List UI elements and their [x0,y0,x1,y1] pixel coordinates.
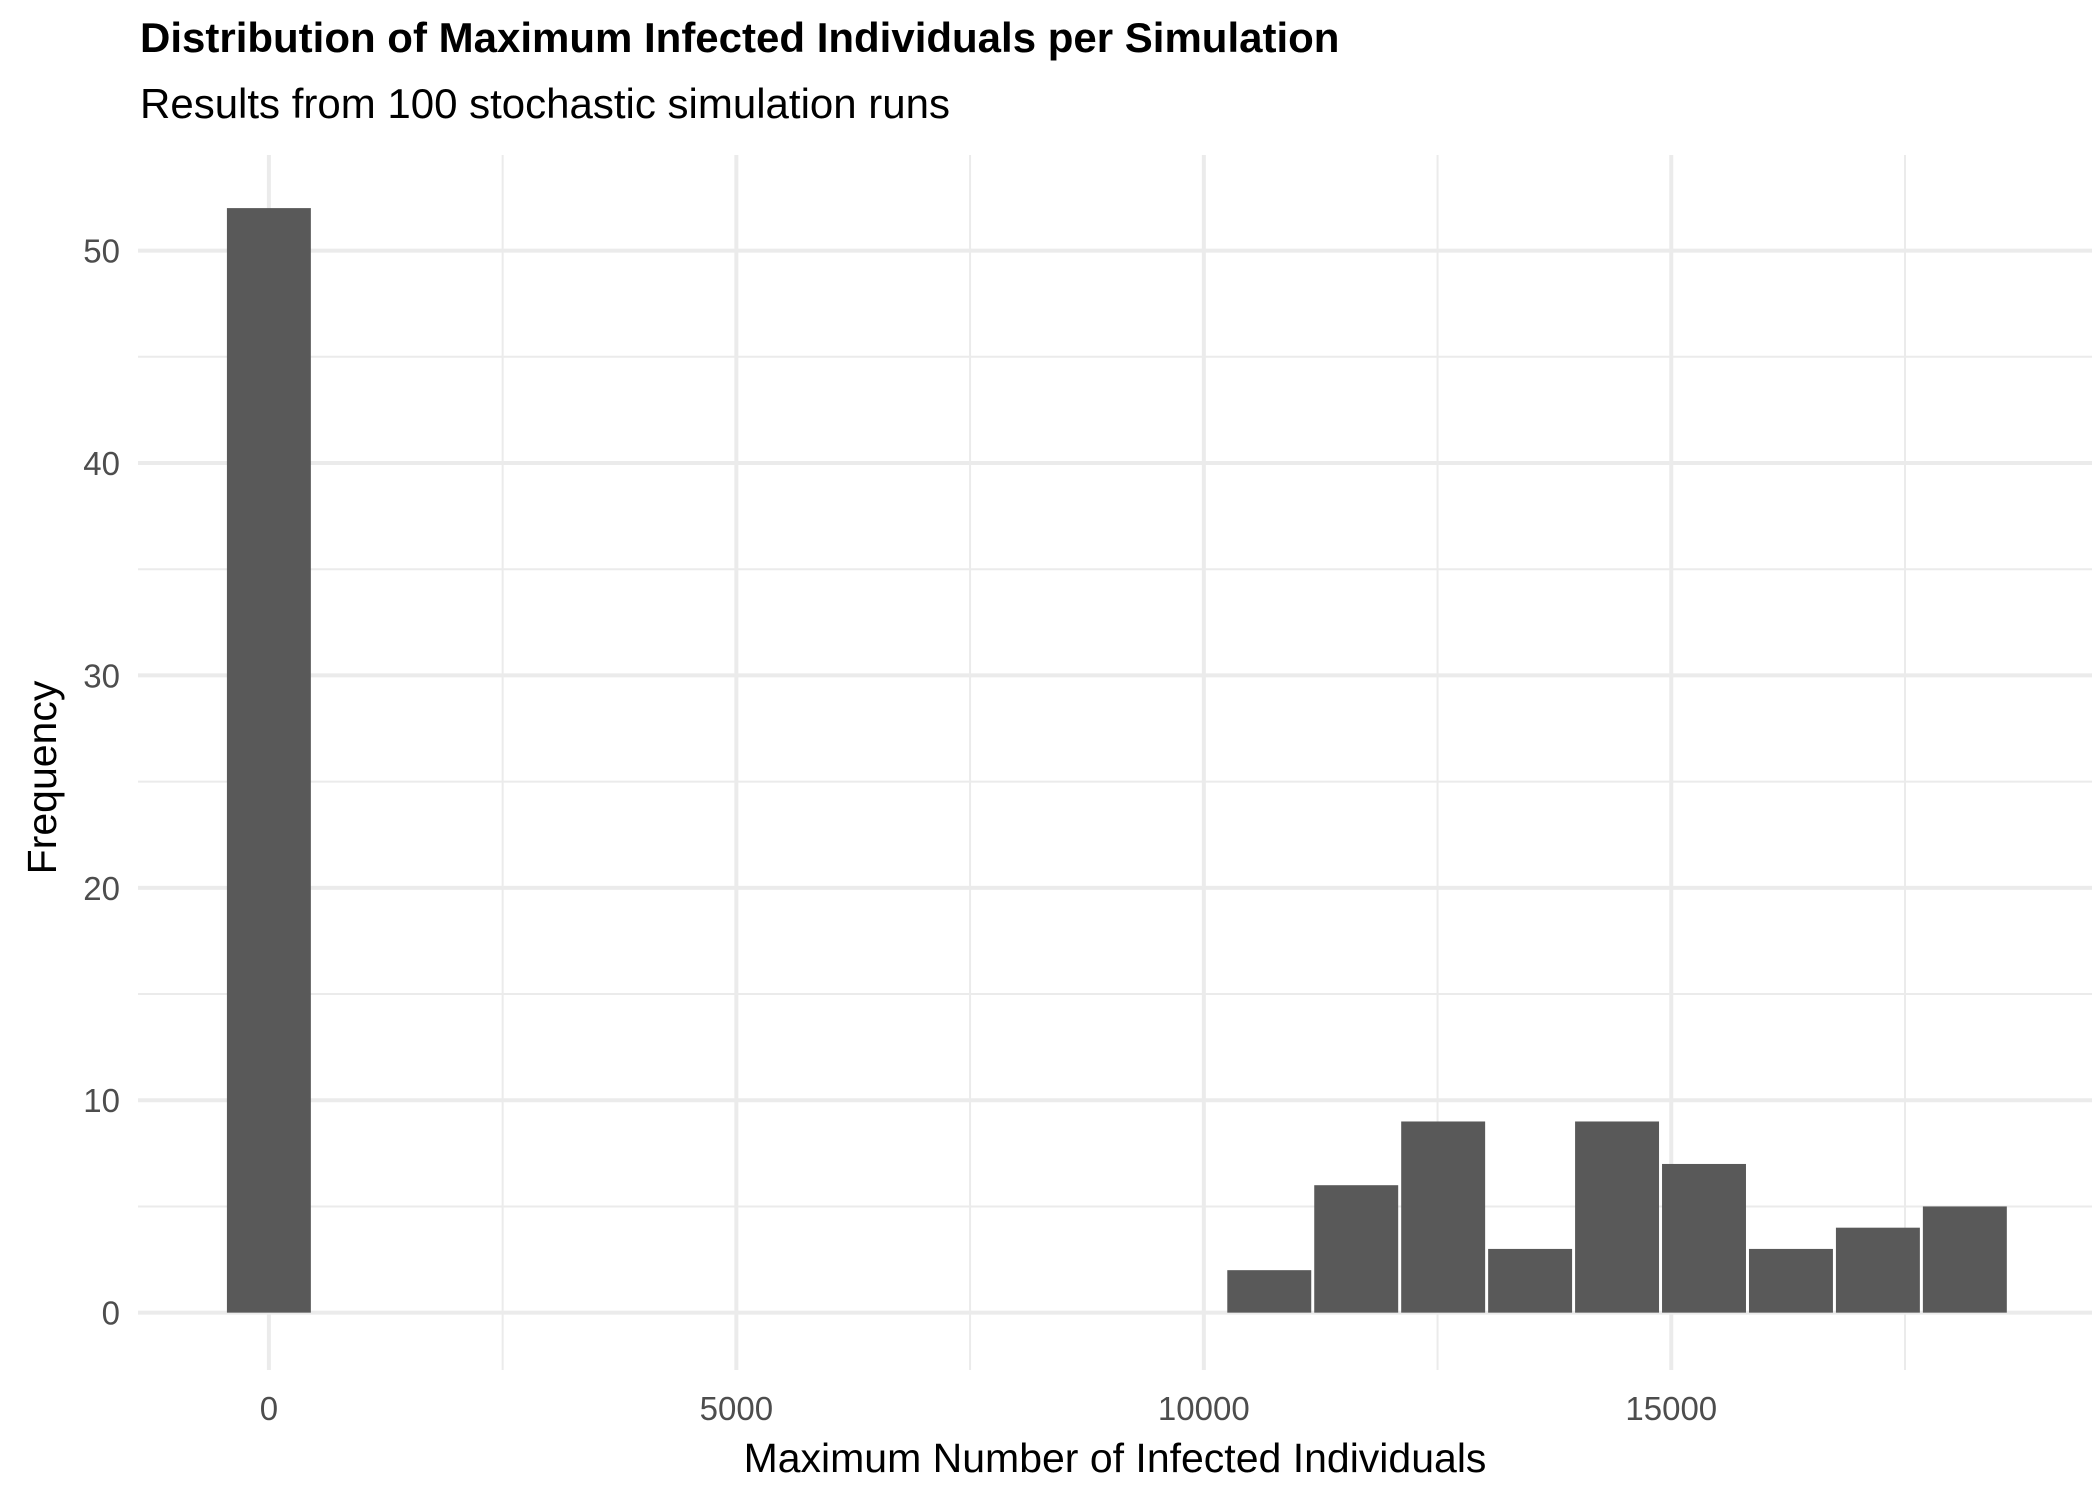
chart-subtitle: Results from 100 stochastic simulation r… [140,80,950,127]
x-tick-label: 5000 [700,1390,773,1427]
histogram-bars [226,208,2007,1313]
x-axis-title: Maximum Number of Infected Individuals [744,1435,1487,1481]
grid-lines [138,155,2092,1370]
y-tick-label: 20 [83,870,120,907]
histogram-bar [226,208,311,1313]
histogram-bar [1748,1248,1833,1313]
y-tick-label: 50 [83,233,120,270]
y-tick-label: 0 [102,1295,120,1332]
histogram-bar [1835,1227,1920,1313]
y-tick-label: 40 [83,445,120,482]
y-tick-label: 10 [83,1082,120,1119]
x-tick-label: 10000 [1158,1390,1250,1427]
histogram-bar [1488,1248,1573,1313]
x-tick-label: 15000 [1625,1390,1717,1427]
histogram-bar [1922,1206,2007,1313]
histogram-bar [1314,1185,1399,1313]
y-axis-title: Frequency [19,680,65,874]
x-tick-label: 0 [260,1390,278,1427]
chart-title: Distribution of Maximum Infected Individ… [140,14,1340,61]
tick-labels: 0 5000 10000 15000 0 10 20 30 40 50 [83,233,1717,1427]
y-tick-label: 30 [83,657,120,694]
histogram-bar [1401,1121,1486,1313]
histogram-bar [1575,1121,1660,1313]
histogram-bar [1662,1163,1746,1313]
histogram-bar [1227,1270,1312,1313]
